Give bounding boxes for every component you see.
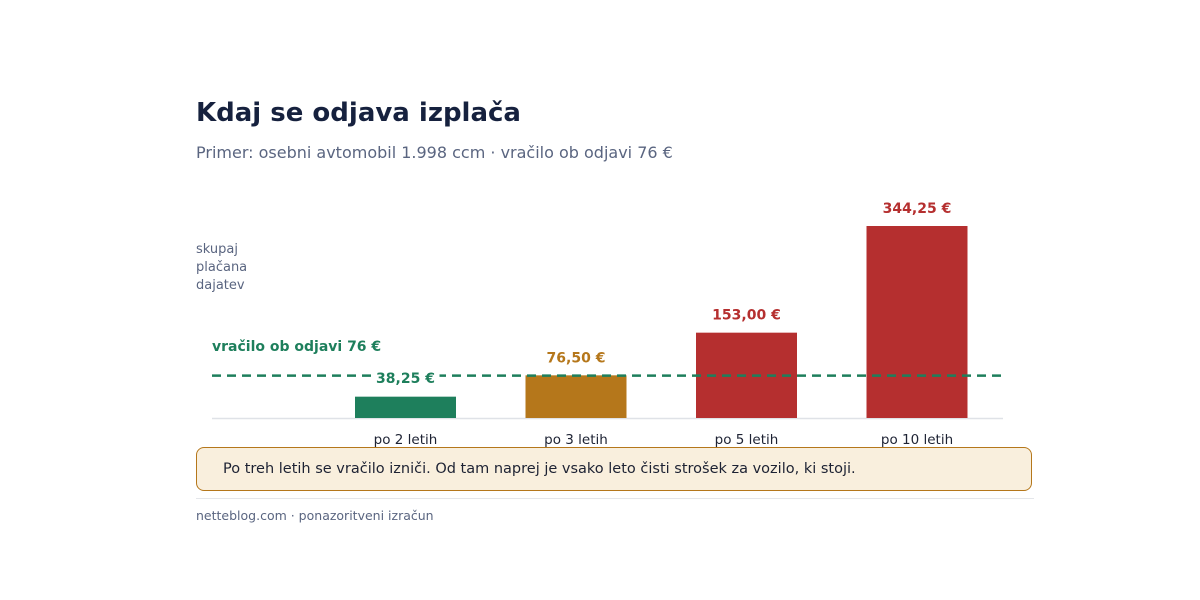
category-label: po 3 letih	[544, 432, 608, 448]
y-axis-label-line: skupaj	[196, 242, 238, 257]
value-label-background	[371, 368, 440, 387]
value-label: 344,25 €	[883, 201, 952, 217]
info-callout: Po treh letih se vračilo izniči. Od tam …	[196, 447, 1032, 491]
reference-line-label: vračilo ob odjavi 76 €	[212, 339, 381, 355]
value-label: 153,00 €	[712, 308, 781, 324]
category-label: po 2 letih	[374, 432, 438, 448]
chart-title: Kdaj se odjava izplača	[196, 98, 521, 128]
category-label: po 10 letih	[881, 432, 953, 448]
footer-divider	[196, 498, 1034, 499]
footer-source: netteblog.com · ponazoritveni izračun	[196, 508, 434, 523]
value-label: 38,25 €	[376, 371, 435, 387]
bar	[866, 226, 968, 418]
bar	[525, 375, 627, 418]
y-axis-label-line: dajatev	[196, 278, 245, 293]
category-label: po 5 letih	[715, 432, 779, 448]
y-axis-label: skupaj plačana dajatev	[196, 241, 247, 295]
chart-subtitle: Primer: osebni avtomobil 1.998 ccm · vra…	[196, 143, 673, 162]
bar	[355, 396, 456, 418]
callout-text: Po treh letih se vračilo izniči. Od tam …	[223, 461, 856, 477]
value-label: 76,50 €	[547, 350, 606, 366]
y-axis-label-line: plačana	[196, 260, 248, 275]
